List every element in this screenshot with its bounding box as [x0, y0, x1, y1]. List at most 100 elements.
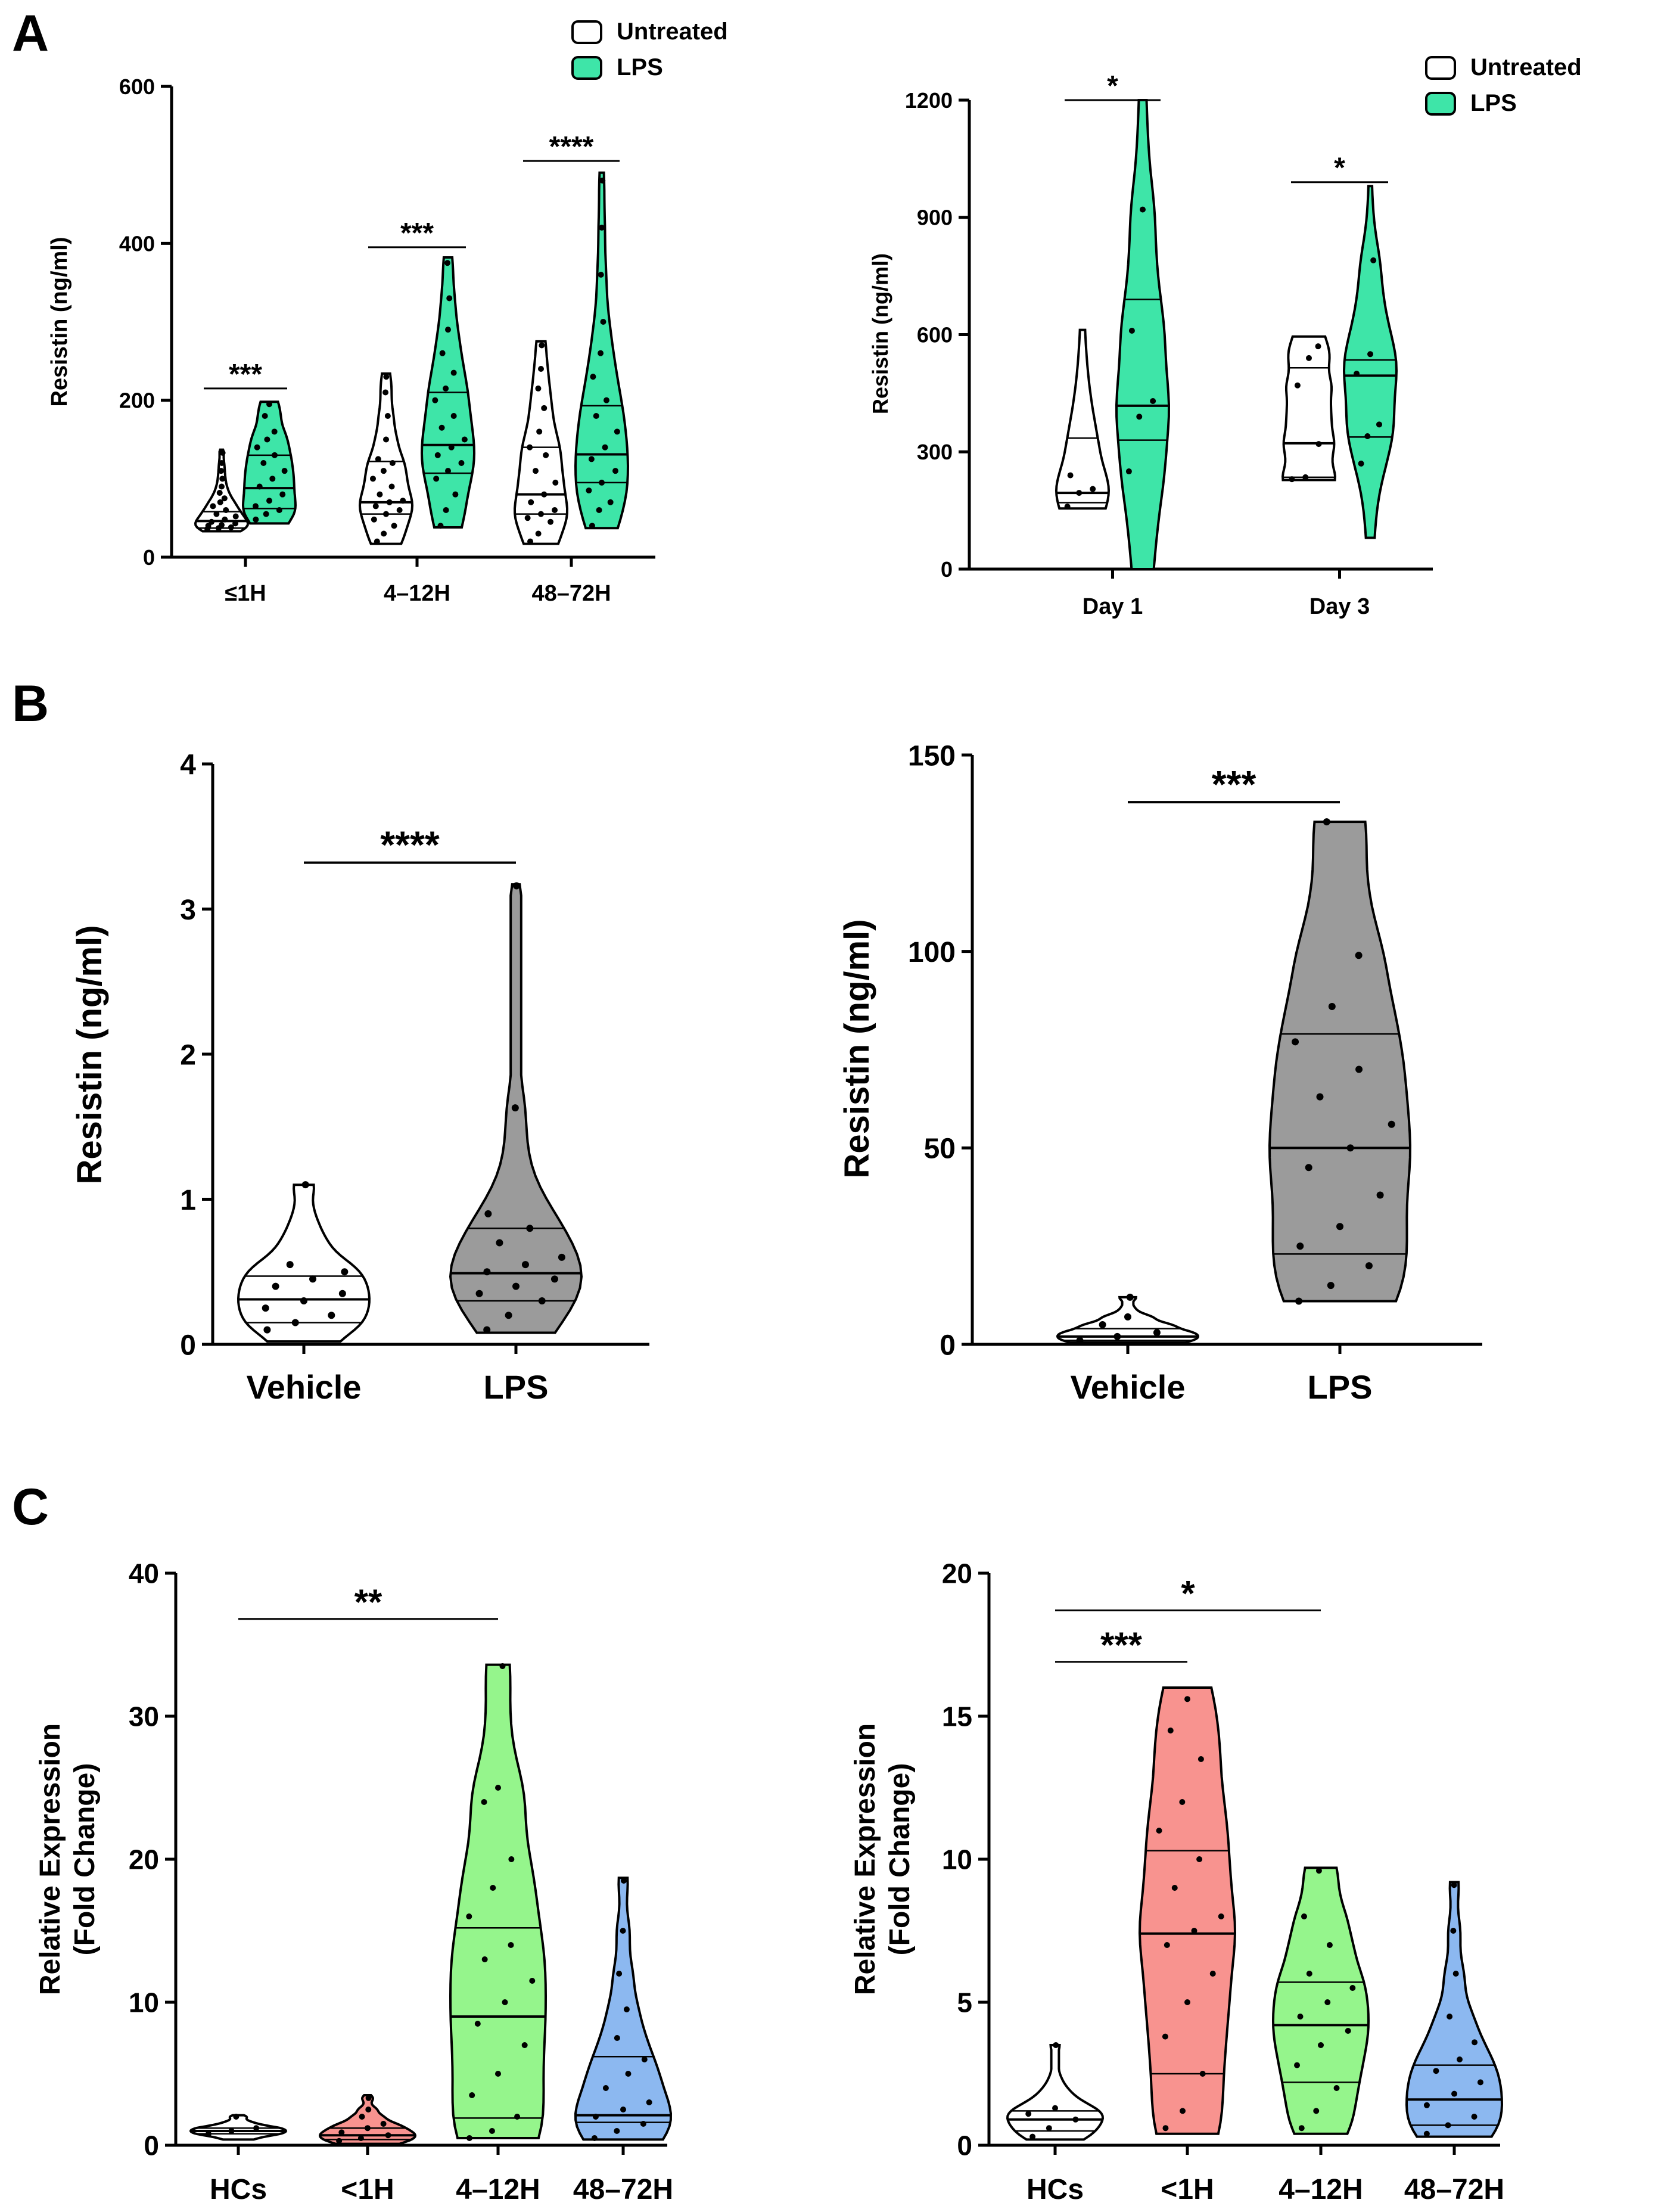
data-point — [1289, 476, 1295, 483]
data-point — [495, 1785, 501, 1791]
data-point — [543, 452, 549, 458]
data-point — [389, 460, 396, 466]
data-point — [1292, 1038, 1299, 1046]
legend-swatch — [1425, 56, 1456, 80]
y-axis-label-line: (Fold Change) — [884, 1763, 916, 1956]
data-point — [1150, 397, 1156, 404]
data-point — [1025, 2111, 1032, 2117]
data-point — [536, 428, 543, 435]
data-point — [1128, 327, 1135, 334]
data-point — [1140, 206, 1146, 213]
data-point — [1295, 1297, 1303, 1305]
x-tick-label: Day 3 — [1309, 594, 1370, 619]
data-point — [552, 507, 558, 513]
data-point — [646, 2099, 652, 2105]
data-point — [527, 538, 534, 545]
data-point — [383, 436, 389, 443]
y-tick-label: 600 — [917, 322, 953, 347]
legend-label: LPS — [1470, 90, 1517, 116]
violin-body — [1268, 821, 1412, 1303]
significance-annotation: *** — [368, 218, 466, 249]
data-point — [1326, 1942, 1333, 1948]
data-point — [372, 503, 379, 509]
data-point — [532, 468, 539, 474]
x-tick-label: 48–72H — [531, 581, 611, 606]
significance-label: * — [1334, 153, 1345, 184]
data-point — [263, 1326, 271, 1334]
data-point — [1305, 1164, 1312, 1172]
data-point — [1301, 1913, 1307, 1919]
data-point — [301, 1181, 309, 1189]
data-point — [1297, 2014, 1304, 2020]
y-axis-label: Resistin (ng/ml) — [47, 237, 72, 406]
significance-annotation: *** — [1055, 1625, 1187, 1665]
violin-day-3-0 — [1281, 335, 1337, 483]
data-point — [213, 511, 220, 517]
data-point — [336, 2138, 343, 2144]
y-axis-label: Relative Expression (Fold Change) — [35, 1723, 101, 1995]
data-point — [541, 405, 548, 411]
data-point — [620, 1928, 626, 1934]
legend-label: LPS — [617, 54, 663, 80]
violin-48-72h-0 — [513, 340, 569, 545]
data-point — [1029, 2133, 1036, 2140]
data-point — [592, 2114, 599, 2120]
chart-a2-violin: 0 300 600 900 1200 Resistin (ng/ml) Day 1 Day 3… — [868, 54, 1582, 619]
data-point — [391, 523, 397, 529]
legend-swatch — [1425, 92, 1456, 116]
data-point — [205, 523, 211, 529]
violin-48-72h-3 — [1405, 1881, 1504, 2138]
data-point — [1090, 486, 1096, 492]
data-point — [598, 350, 604, 356]
data-point — [1052, 2105, 1058, 2111]
violin-body — [1342, 185, 1398, 539]
y-tick-label: 0 — [144, 2130, 159, 2161]
data-point — [1298, 2125, 1305, 2132]
data-point — [219, 483, 225, 490]
data-point — [625, 2071, 632, 2077]
data-point — [253, 2125, 260, 2132]
data-point — [209, 518, 215, 525]
data-point — [483, 1326, 491, 1334]
data-point — [607, 499, 614, 505]
significance-label: *** — [1212, 763, 1256, 806]
data-point — [254, 444, 260, 451]
data-point — [276, 507, 282, 513]
data-point — [1209, 1971, 1216, 1977]
x-tick-label: 4–12H — [384, 581, 450, 606]
data-point — [232, 520, 239, 527]
violin--1h-0 — [194, 448, 250, 533]
data-point — [433, 476, 440, 482]
data-point — [375, 456, 381, 462]
chart-c1-violin: 0 10 20 30 40 Relative Expression (Fold Change… — [35, 1558, 673, 2205]
data-point — [548, 518, 554, 525]
data-point — [599, 479, 605, 486]
data-point — [1171, 1885, 1178, 1891]
violin-4-12h-2 — [1271, 1866, 1370, 2135]
panel-letter-a: A — [12, 5, 49, 62]
data-point — [374, 538, 380, 545]
data-point — [1126, 1293, 1134, 1301]
violin-lps-1 — [1268, 818, 1412, 1305]
significance-label: *** — [400, 218, 434, 249]
data-point — [1423, 2102, 1430, 2108]
data-point — [538, 511, 544, 517]
data-point — [271, 428, 278, 435]
data-point — [521, 1261, 529, 1269]
data-point — [1306, 1971, 1312, 1977]
y-tick-label: 150 — [908, 740, 956, 772]
data-point — [365, 2125, 371, 2132]
data-point — [600, 319, 606, 325]
data-point — [1184, 1999, 1190, 2005]
data-point — [490, 1885, 496, 1891]
data-point — [452, 491, 459, 498]
violin-vehicle-0 — [1056, 1293, 1200, 1344]
significance-label: *** — [1100, 1625, 1143, 1665]
data-point — [380, 2121, 387, 2127]
data-point — [266, 498, 272, 504]
data-point — [1376, 421, 1382, 428]
data-point — [272, 1282, 279, 1290]
y-tick-label: 3 — [180, 894, 196, 926]
data-point — [1452, 1971, 1459, 1977]
